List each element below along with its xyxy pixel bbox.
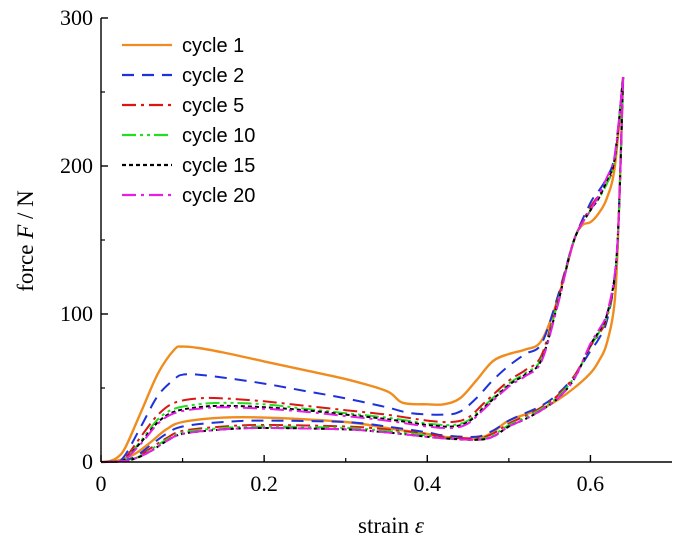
series-cycle-2-unloading-curve	[100, 77, 625, 463]
axes: 0 100 200 300 0 0.2 0.4 0.6	[60, 5, 672, 496]
legend-label-cycle-15: cycle 15	[182, 155, 255, 177]
series-cycle-20-loading-curve	[100, 77, 625, 463]
legend-item-cycle-20: cycle 20	[122, 185, 255, 207]
legend-label-cycle-5: cycle 5	[182, 95, 244, 117]
legend-label-cycle-1: cycle 1	[182, 35, 244, 57]
series-cycle-5-loading-curve	[100, 77, 625, 464]
x-axis-label: strain ε	[358, 513, 425, 538]
series-cycle-1-loading-curve	[100, 77, 625, 464]
y-axis-label-variable: F	[13, 224, 38, 240]
series-cycle-20-unloading-curve	[100, 77, 625, 463]
legend-label-cycle-2: cycle 2	[182, 65, 244, 87]
series-cycle-20	[100, 77, 625, 463]
legend: cycle 1 cycle 2 cycle 5 cycle 10 cycle 15 cyc…	[122, 35, 255, 207]
y-tick-label: 200	[60, 153, 93, 178]
y-axis-label-unit: / N	[13, 190, 38, 225]
x-tick-label: 0.2	[250, 471, 278, 496]
legend-item-cycle-5: cycle 5	[122, 95, 244, 117]
x-tick-label: 0.6	[577, 471, 605, 496]
y-axis-label-text: force	[13, 239, 38, 292]
y-tick-label: 300	[60, 5, 93, 30]
legend-label-cycle-10: cycle 10	[182, 125, 255, 147]
legend-item-cycle-10: cycle 10	[122, 125, 255, 147]
x-tick-label: 0	[96, 471, 107, 496]
legend-item-cycle-2: cycle 2	[122, 65, 244, 87]
series-cycle-15-loading-curve	[100, 77, 625, 463]
series-layer	[100, 77, 625, 464]
series-cycle-5	[100, 77, 625, 464]
y-tick-label: 0	[82, 449, 93, 474]
x-axis-label-text: strain	[358, 513, 415, 538]
y-tick-label: 100	[60, 301, 93, 326]
legend-item-cycle-15: cycle 15	[122, 155, 255, 177]
series-cycle-2	[100, 77, 625, 464]
x-tick-label: 0.4	[414, 471, 442, 496]
legend-item-cycle-1: cycle 1	[122, 35, 244, 57]
y-axis-label: force F / N	[13, 190, 38, 292]
series-cycle-2-loading-curve	[100, 77, 625, 464]
x-axis-label-variable: ε	[415, 513, 425, 538]
legend-label-cycle-20: cycle 20	[182, 185, 255, 207]
series-cycle-5-unloading-curve	[100, 77, 625, 463]
